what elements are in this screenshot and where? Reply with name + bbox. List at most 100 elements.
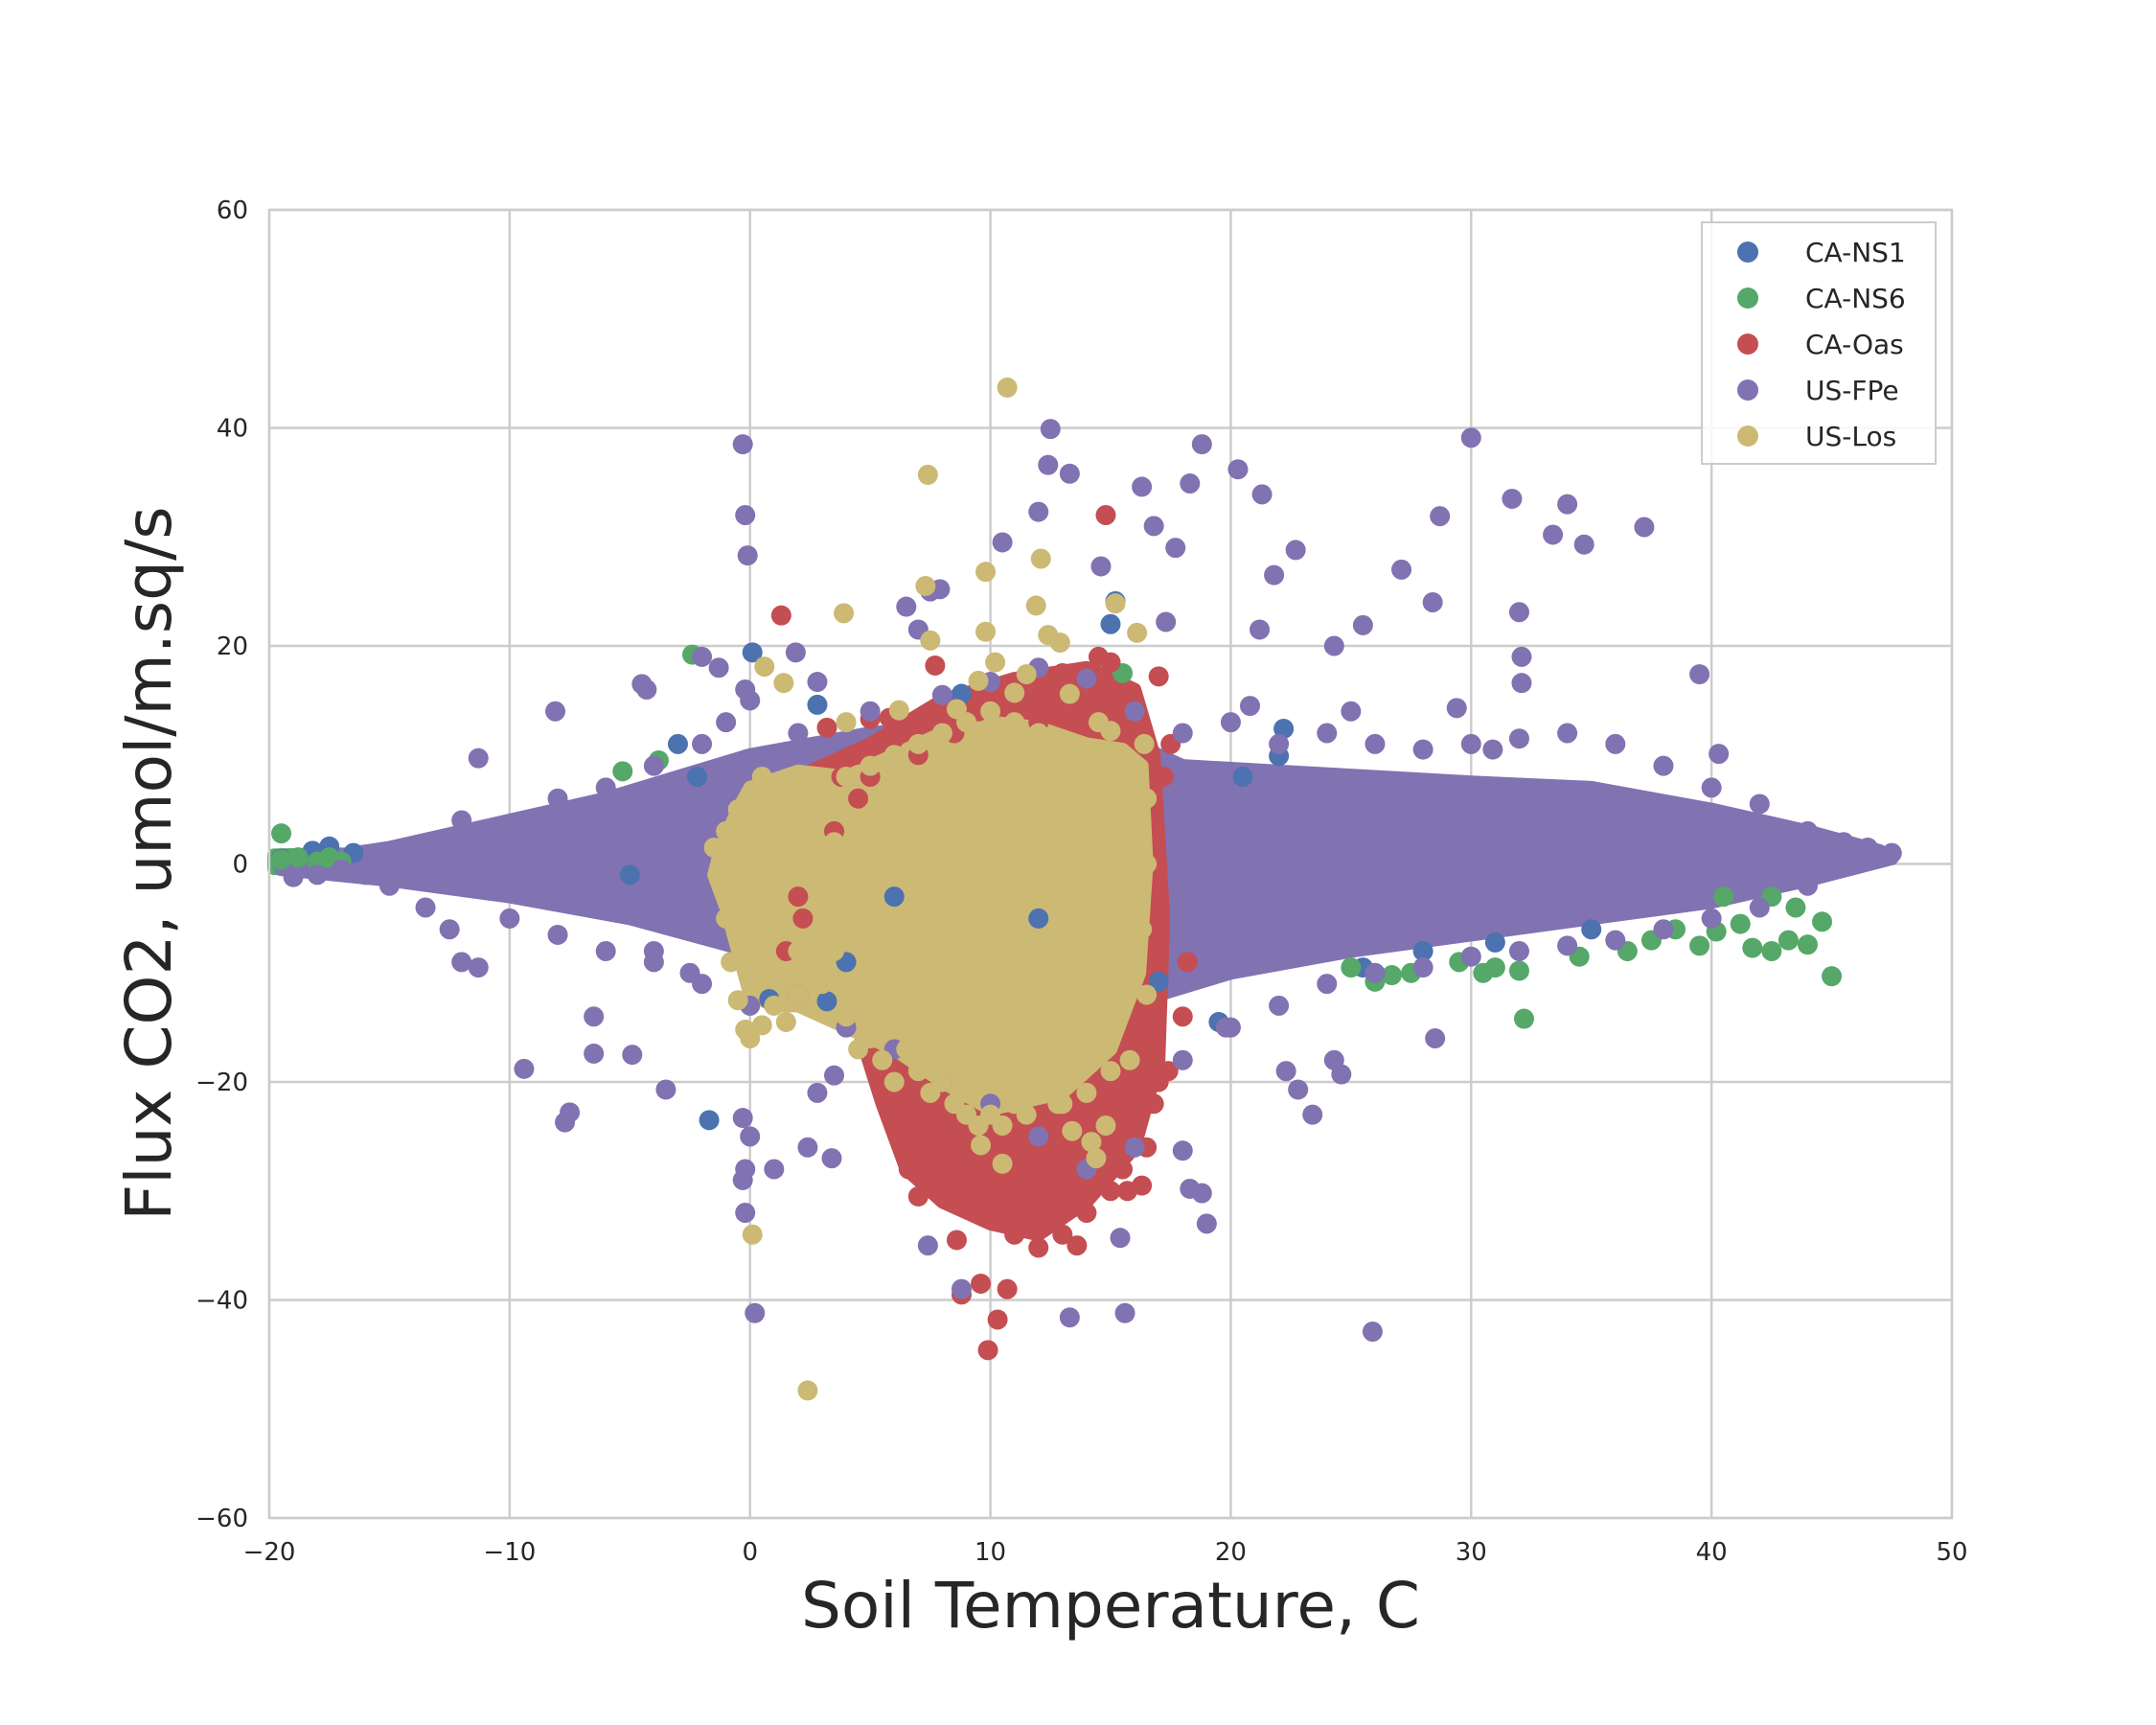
data-point (931, 1126, 952, 1147)
data-point (1352, 614, 1373, 635)
data-point (1557, 935, 1578, 956)
data-point (968, 670, 989, 691)
data-point (775, 1011, 796, 1032)
y-tick-label: 20 (217, 632, 248, 661)
data-point (732, 434, 753, 455)
data-point (1285, 540, 1306, 561)
data-point (415, 897, 436, 918)
data-point (1028, 501, 1049, 522)
data-point (1177, 952, 1198, 973)
data-point (271, 849, 292, 870)
x-tick-label: 50 (1936, 1538, 1967, 1567)
data-point (560, 1102, 581, 1123)
data-point (439, 919, 460, 940)
data-point (1143, 516, 1164, 537)
series-us-fpe (283, 419, 1902, 1342)
data-point (1273, 718, 1295, 739)
data-point (807, 1082, 828, 1103)
data-point (788, 723, 809, 744)
data-point (619, 864, 640, 886)
legend-marker (1737, 288, 1758, 309)
data-point (1132, 1175, 1153, 1196)
data-point (792, 908, 814, 929)
data-point (1136, 788, 1158, 809)
data-point (898, 1159, 919, 1180)
data-point (764, 962, 785, 983)
x-axis-label: Soil Temperature, C (801, 1569, 1420, 1643)
data-point (754, 656, 775, 678)
data-point (655, 1079, 677, 1100)
data-point (775, 777, 796, 798)
data-point (816, 991, 837, 1012)
data-point (1365, 733, 1386, 754)
legend: CA-NS1 CA-NS6 CA-Oas US-FPe US-Los (1701, 221, 1937, 465)
legend-label: CA-NS6 (1805, 283, 1906, 314)
data-point (812, 974, 833, 995)
data-point (451, 952, 472, 973)
data-point (1412, 941, 1434, 961)
data-point (643, 952, 664, 973)
data-point (1341, 701, 1362, 722)
data-point (1785, 897, 1806, 918)
data-point (888, 700, 909, 721)
data-point (692, 733, 713, 754)
data-point (1460, 733, 1481, 754)
data-point (1028, 1237, 1049, 1258)
data-point (1288, 1079, 1309, 1100)
data-point (971, 1273, 992, 1294)
data-point (740, 854, 761, 874)
data-point (1052, 1224, 1073, 1245)
data-point (1422, 592, 1443, 612)
x-tick-labels: −20 −10 0 10 20 30 40 50 (243, 1538, 1968, 1567)
data-point (788, 984, 809, 1005)
legend-marker (1737, 426, 1758, 447)
legend-label: CA-Oas (1805, 329, 1904, 360)
data-point (1749, 794, 1770, 815)
legend-label: CA-NS1 (1805, 237, 1906, 268)
data-point (848, 875, 869, 896)
data-point (1508, 728, 1529, 749)
y-tick-label: 60 (217, 196, 248, 225)
data-point (727, 990, 748, 1011)
data-point (703, 837, 724, 858)
data-point (977, 1340, 998, 1361)
data-point (917, 1235, 938, 1256)
y-tick-label: 0 (232, 851, 248, 880)
data-point (1049, 632, 1070, 654)
data-point (1076, 1203, 1097, 1223)
data-point (1040, 419, 1061, 440)
data-point (1713, 886, 1734, 908)
data-point (836, 1006, 857, 1027)
data-point (1484, 957, 1505, 978)
legend-label: US-Los (1805, 421, 1896, 452)
data-point (1052, 733, 1073, 754)
data-point (1797, 875, 1818, 896)
data-point (1460, 946, 1481, 967)
data-point (1508, 602, 1529, 623)
data-point (1227, 459, 1249, 480)
data-point (992, 1049, 1013, 1070)
data-point (1557, 494, 1578, 515)
data-point (547, 924, 568, 945)
data-point (1038, 454, 1059, 475)
data-point (896, 596, 917, 617)
data-point (872, 908, 893, 929)
data-point (1701, 908, 1722, 929)
data-point (1148, 666, 1169, 687)
data-point (1100, 613, 1121, 634)
data-point (985, 652, 1006, 673)
data-point (834, 603, 855, 624)
x-tick-label: −20 (243, 1538, 296, 1567)
y-tick-label: −40 (195, 1287, 248, 1316)
data-point (1025, 595, 1046, 616)
data-point (1132, 476, 1153, 497)
data-point (1742, 937, 1763, 958)
data-point (737, 545, 758, 566)
data-point (1095, 1116, 1116, 1136)
data-point (907, 1061, 929, 1082)
data-point (1513, 1008, 1534, 1029)
data-point (931, 1071, 952, 1092)
data-point (1016, 664, 1037, 685)
data-point (271, 823, 292, 844)
